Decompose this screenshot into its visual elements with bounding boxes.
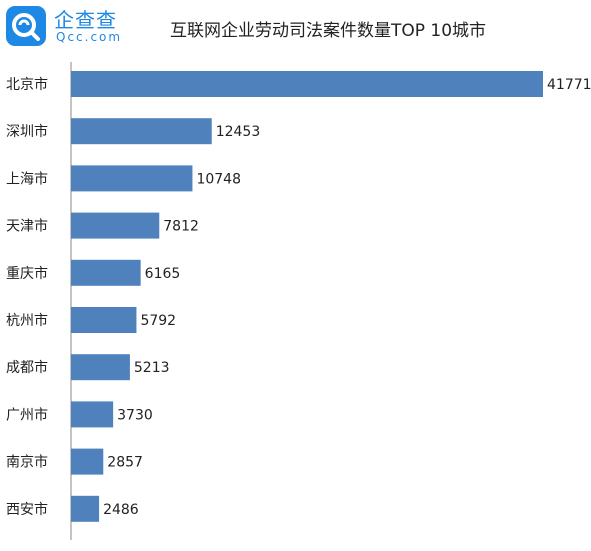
category-label: 重庆市 xyxy=(6,265,48,282)
category-label: 广州市 xyxy=(6,406,48,423)
bar xyxy=(71,259,141,286)
value-label: 6165 xyxy=(145,266,181,282)
bar xyxy=(71,495,100,522)
logo-domain: Qcc.com xyxy=(56,30,123,44)
value-label: 41771 xyxy=(547,77,591,93)
bar xyxy=(71,448,104,475)
category-label: 深圳市 xyxy=(6,123,48,140)
value-label: 12453 xyxy=(216,124,261,140)
bar xyxy=(71,212,160,239)
bar xyxy=(71,165,193,192)
chart-title: 互联网企业劳动司法案件数量TOP 10城市 xyxy=(170,21,487,41)
logo-name: 企查查 xyxy=(54,8,117,32)
category-label: 南京市 xyxy=(6,454,48,471)
bar xyxy=(71,354,130,381)
category-label: 西安市 xyxy=(6,501,48,518)
bar xyxy=(71,307,137,333)
value-label: 5792 xyxy=(140,313,176,329)
category-label: 北京市 xyxy=(6,76,48,93)
value-label: 2486 xyxy=(103,502,139,518)
value-label: 7812 xyxy=(163,219,199,235)
bar xyxy=(71,401,114,428)
bar xyxy=(71,118,212,145)
value-label: 10748 xyxy=(196,171,241,187)
value-label: 2857 xyxy=(107,455,143,471)
bar xyxy=(71,71,543,97)
value-label: 5213 xyxy=(134,360,170,376)
category-label: 天津市 xyxy=(6,218,48,235)
category-label: 成都市 xyxy=(6,359,48,376)
qcc-logo-icon xyxy=(6,6,46,46)
value-label: 3730 xyxy=(117,407,153,423)
category-label: 上海市 xyxy=(6,170,48,187)
category-label: 杭州市 xyxy=(6,312,48,329)
